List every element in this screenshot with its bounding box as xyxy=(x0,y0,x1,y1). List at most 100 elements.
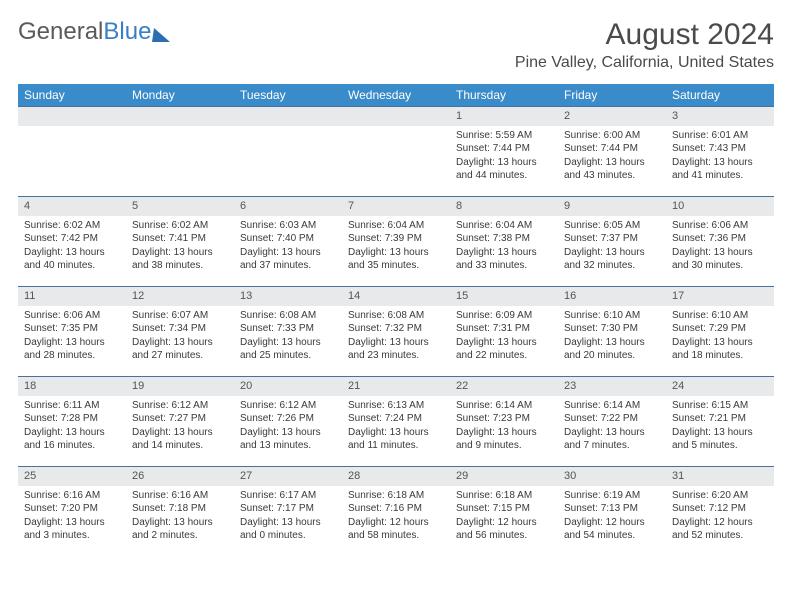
daylight-text: Daylight: 13 hours and 30 minutes. xyxy=(672,246,768,273)
daylight-text: Daylight: 13 hours and 0 minutes. xyxy=(240,516,336,543)
day-cell: 1Sunrise: 5:59 AMSunset: 7:44 PMDaylight… xyxy=(450,106,558,196)
day-number xyxy=(342,106,450,126)
day-number: 13 xyxy=(234,286,342,306)
day-cell xyxy=(126,106,234,196)
sunrise-text: Sunrise: 6:08 AM xyxy=(240,309,336,323)
day-number: 8 xyxy=(450,196,558,216)
day-body: Sunrise: 6:20 AMSunset: 7:12 PMDaylight:… xyxy=(666,486,774,547)
day-number: 28 xyxy=(342,466,450,486)
title-block: August 2024 Pine Valley, California, Uni… xyxy=(515,18,774,72)
sunset-text: Sunset: 7:22 PM xyxy=(564,412,660,426)
daylight-text: Daylight: 13 hours and 43 minutes. xyxy=(564,156,660,183)
daylight-text: Daylight: 13 hours and 9 minutes. xyxy=(456,426,552,453)
day-number: 17 xyxy=(666,286,774,306)
sunrise-text: Sunrise: 6:02 AM xyxy=(24,219,120,233)
day-number: 4 xyxy=(18,196,126,216)
sunset-text: Sunset: 7:34 PM xyxy=(132,322,228,336)
day-number: 12 xyxy=(126,286,234,306)
day-body: Sunrise: 6:10 AMSunset: 7:29 PMDaylight:… xyxy=(666,306,774,367)
logo-text-blue: Blue xyxy=(103,18,151,46)
day-cell: 18Sunrise: 6:11 AMSunset: 7:28 PMDayligh… xyxy=(18,376,126,466)
day-body: Sunrise: 6:15 AMSunset: 7:21 PMDaylight:… xyxy=(666,396,774,457)
day-number: 20 xyxy=(234,376,342,396)
day-body: Sunrise: 6:11 AMSunset: 7:28 PMDaylight:… xyxy=(18,396,126,457)
daylight-text: Daylight: 13 hours and 37 minutes. xyxy=(240,246,336,273)
day-number: 15 xyxy=(450,286,558,306)
sunrise-text: Sunrise: 6:20 AM xyxy=(672,489,768,503)
sunrise-text: Sunrise: 6:13 AM xyxy=(348,399,444,413)
sunrise-text: Sunrise: 6:07 AM xyxy=(132,309,228,323)
day-cell: 19Sunrise: 6:12 AMSunset: 7:27 PMDayligh… xyxy=(126,376,234,466)
day-cell: 13Sunrise: 6:08 AMSunset: 7:33 PMDayligh… xyxy=(234,286,342,376)
sunrise-text: Sunrise: 6:03 AM xyxy=(240,219,336,233)
sunrise-text: Sunrise: 6:01 AM xyxy=(672,129,768,143)
day-header-thu: Thursday xyxy=(450,84,558,106)
calendar-table: Sunday Monday Tuesday Wednesday Thursday… xyxy=(18,84,774,556)
sunrise-text: Sunrise: 6:15 AM xyxy=(672,399,768,413)
sunset-text: Sunset: 7:40 PM xyxy=(240,232,336,246)
day-body: Sunrise: 6:16 AMSunset: 7:18 PMDaylight:… xyxy=(126,486,234,547)
day-number: 11 xyxy=(18,286,126,306)
sunset-text: Sunset: 7:35 PM xyxy=(24,322,120,336)
sunset-text: Sunset: 7:26 PM xyxy=(240,412,336,426)
sunrise-text: Sunrise: 6:12 AM xyxy=(240,399,336,413)
sunrise-text: Sunrise: 6:00 AM xyxy=(564,129,660,143)
sunrise-text: Sunrise: 6:02 AM xyxy=(132,219,228,233)
daylight-text: Daylight: 13 hours and 44 minutes. xyxy=(456,156,552,183)
logo: GeneralBlue xyxy=(18,18,171,46)
daylight-text: Daylight: 12 hours and 56 minutes. xyxy=(456,516,552,543)
sunrise-text: Sunrise: 6:12 AM xyxy=(132,399,228,413)
day-cell: 5Sunrise: 6:02 AMSunset: 7:41 PMDaylight… xyxy=(126,196,234,286)
sunset-text: Sunset: 7:18 PM xyxy=(132,502,228,516)
day-cell: 4Sunrise: 6:02 AMSunset: 7:42 PMDaylight… xyxy=(18,196,126,286)
daylight-text: Daylight: 13 hours and 11 minutes. xyxy=(348,426,444,453)
day-body: Sunrise: 6:12 AMSunset: 7:27 PMDaylight:… xyxy=(126,396,234,457)
sunset-text: Sunset: 7:21 PM xyxy=(672,412,768,426)
sunrise-text: Sunrise: 6:06 AM xyxy=(672,219,768,233)
day-body: Sunrise: 6:08 AMSunset: 7:33 PMDaylight:… xyxy=(234,306,342,367)
day-cell: 16Sunrise: 6:10 AMSunset: 7:30 PMDayligh… xyxy=(558,286,666,376)
sunset-text: Sunset: 7:13 PM xyxy=(564,502,660,516)
day-header-tue: Tuesday xyxy=(234,84,342,106)
sunrise-text: Sunrise: 6:09 AM xyxy=(456,309,552,323)
day-cell: 27Sunrise: 6:17 AMSunset: 7:17 PMDayligh… xyxy=(234,466,342,556)
daylight-text: Daylight: 13 hours and 5 minutes. xyxy=(672,426,768,453)
day-cell: 11Sunrise: 6:06 AMSunset: 7:35 PMDayligh… xyxy=(18,286,126,376)
daylight-text: Daylight: 13 hours and 20 minutes. xyxy=(564,336,660,363)
day-body: Sunrise: 6:01 AMSunset: 7:43 PMDaylight:… xyxy=(666,126,774,187)
sunrise-text: Sunrise: 6:08 AM xyxy=(348,309,444,323)
day-cell: 3Sunrise: 6:01 AMSunset: 7:43 PMDaylight… xyxy=(666,106,774,196)
day-body: Sunrise: 6:08 AMSunset: 7:32 PMDaylight:… xyxy=(342,306,450,367)
day-number: 19 xyxy=(126,376,234,396)
sunset-text: Sunset: 7:23 PM xyxy=(456,412,552,426)
day-cell: 30Sunrise: 6:19 AMSunset: 7:13 PMDayligh… xyxy=(558,466,666,556)
sunrise-text: Sunrise: 6:19 AM xyxy=(564,489,660,503)
day-number: 23 xyxy=(558,376,666,396)
day-body: Sunrise: 6:04 AMSunset: 7:38 PMDaylight:… xyxy=(450,216,558,277)
day-number: 2 xyxy=(558,106,666,126)
sunrise-text: Sunrise: 6:18 AM xyxy=(456,489,552,503)
daylight-text: Daylight: 13 hours and 14 minutes. xyxy=(132,426,228,453)
day-number: 29 xyxy=(450,466,558,486)
daylight-text: Daylight: 13 hours and 16 minutes. xyxy=(24,426,120,453)
sunset-text: Sunset: 7:43 PM xyxy=(672,142,768,156)
day-body: Sunrise: 6:14 AMSunset: 7:23 PMDaylight:… xyxy=(450,396,558,457)
daylight-text: Daylight: 13 hours and 32 minutes. xyxy=(564,246,660,273)
location-subtitle: Pine Valley, California, United States xyxy=(515,54,774,72)
day-body: Sunrise: 6:16 AMSunset: 7:20 PMDaylight:… xyxy=(18,486,126,547)
sunrise-text: Sunrise: 6:05 AM xyxy=(564,219,660,233)
day-cell: 10Sunrise: 6:06 AMSunset: 7:36 PMDayligh… xyxy=(666,196,774,286)
day-body: Sunrise: 6:04 AMSunset: 7:39 PMDaylight:… xyxy=(342,216,450,277)
day-number: 5 xyxy=(126,196,234,216)
sunrise-text: Sunrise: 6:04 AM xyxy=(456,219,552,233)
week-row: 25Sunrise: 6:16 AMSunset: 7:20 PMDayligh… xyxy=(18,466,774,556)
sunrise-text: Sunrise: 6:04 AM xyxy=(348,219,444,233)
day-cell: 6Sunrise: 6:03 AMSunset: 7:40 PMDaylight… xyxy=(234,196,342,286)
daylight-text: Daylight: 13 hours and 13 minutes. xyxy=(240,426,336,453)
day-cell: 14Sunrise: 6:08 AMSunset: 7:32 PMDayligh… xyxy=(342,286,450,376)
daylight-text: Daylight: 13 hours and 28 minutes. xyxy=(24,336,120,363)
calendar-body: 1Sunrise: 5:59 AMSunset: 7:44 PMDaylight… xyxy=(18,106,774,556)
day-cell: 15Sunrise: 6:09 AMSunset: 7:31 PMDayligh… xyxy=(450,286,558,376)
sunrise-text: Sunrise: 6:18 AM xyxy=(348,489,444,503)
sunrise-text: Sunrise: 6:17 AM xyxy=(240,489,336,503)
